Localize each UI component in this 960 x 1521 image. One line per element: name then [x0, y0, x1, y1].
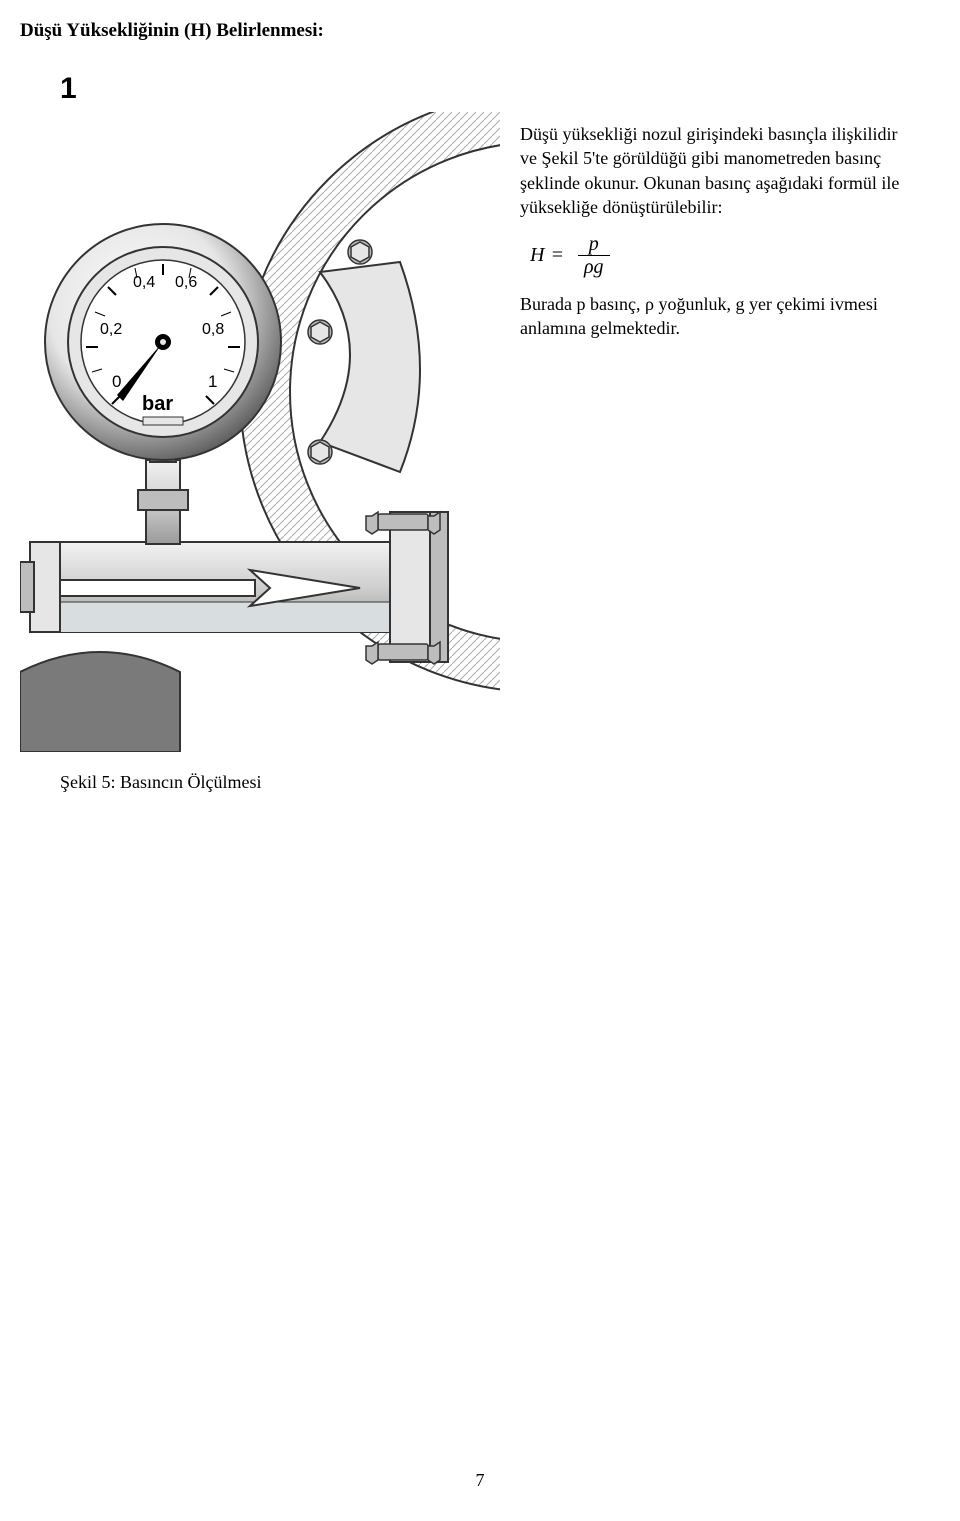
paragraph-2: Burada p basınç, ρ yoğunluk, g yer çekim…: [520, 292, 900, 341]
formula-eq: =: [550, 242, 564, 269]
page-number: 7: [0, 1470, 960, 1491]
content-row: 1: [20, 72, 900, 793]
gauge-unit: bar: [142, 393, 173, 415]
formula-numerator: p: [583, 233, 605, 255]
text-column: Düşü yüksekliği nozul girişindeki basınç…: [520, 72, 900, 353]
formula-fraction: p ρg: [578, 233, 610, 278]
figure-marker: 1: [60, 72, 500, 106]
gauge-tick-04: 0,4: [133, 274, 155, 291]
paragraph-1: Düşü yüksekliği nozul girişindeki basınç…: [520, 122, 900, 219]
gauge-tick-0: 0: [112, 372, 121, 391]
gauge-tick-02: 0,2: [100, 321, 122, 338]
figure-caption: Şekil 5: Basıncın Ölçülmesi: [60, 772, 500, 793]
figure-column: 1: [20, 72, 500, 793]
formula-denominator: ρg: [578, 256, 610, 278]
page-title: Düşü Yüksekliğinin (H) Belirlenmesi:: [20, 20, 900, 42]
gauge-tick-06: 0,6: [175, 274, 197, 291]
formula: H = p ρg: [530, 233, 900, 278]
gauge-tick-08: 0,8: [202, 321, 224, 338]
formula-lhs: H: [530, 242, 544, 269]
gauge-tick-1: 1: [208, 372, 217, 391]
pressure-gauge-drawing: 0,4 0,6 0,2 0,8 0 1 bar: [20, 112, 500, 752]
